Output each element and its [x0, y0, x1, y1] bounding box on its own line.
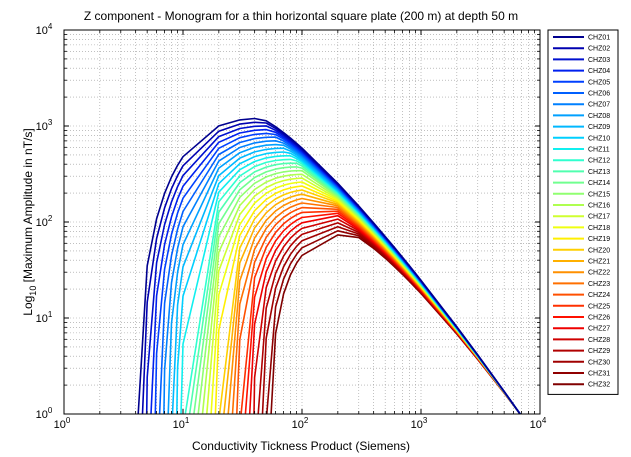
legend: CHZ01 CHZ02 CHZ03 CHZ04 CHZ05 CHZ06 CHZ07 CHZ08… — [547, 29, 619, 395]
x-tick-exponent: 3 — [423, 416, 428, 425]
legend-item-label: CHZ28 — [588, 337, 610, 344]
y-axis-label-prefix: Log — [21, 296, 35, 316]
y-tick-exponent: 4 — [48, 22, 53, 31]
legend-item-label: CHZ31 — [588, 371, 610, 378]
x-tick-exponent: 0 — [66, 416, 71, 425]
y-tick-base: 10 — [36, 313, 48, 325]
x-tick-label: 102 — [292, 416, 309, 431]
x-tick-exponent: 2 — [304, 416, 309, 425]
legend-item-label: CHZ02 — [588, 46, 610, 53]
legend-item-label: CHZ16 — [588, 203, 610, 210]
legend-item-label: CHZ09 — [588, 124, 610, 131]
legend-item-label: CHZ11 — [588, 147, 610, 154]
legend-item-label: CHZ32 — [588, 382, 610, 389]
y-tick-label: 101 — [36, 310, 53, 325]
legend-item-label: CHZ25 — [588, 303, 610, 310]
x-tick-label: 104 — [530, 416, 547, 431]
x-tick-base: 10 — [411, 419, 423, 431]
legend-item-label: CHZ06 — [588, 91, 610, 98]
y-axis-label-suffix: [Maximum Amplitude in nT/s] — [21, 128, 35, 285]
legend-item-label: CHZ23 — [588, 281, 610, 288]
legend-item-label: CHZ18 — [588, 225, 610, 232]
y-tick-exponent: 2 — [48, 214, 53, 223]
legend-item-label: CHZ30 — [588, 359, 610, 366]
legend-item-label: CHZ14 — [588, 180, 610, 187]
legend-item-label: CHZ20 — [588, 247, 610, 254]
legend-item-label: CHZ07 — [588, 102, 610, 109]
legend-item-label: CHZ24 — [588, 292, 610, 299]
legend-item-label: CHZ13 — [588, 169, 610, 176]
y-tick-base: 10 — [36, 217, 48, 229]
series-line-chz01 — [137, 117, 521, 415]
y-tick-exponent: 1 — [48, 310, 53, 319]
legend-item-label: CHZ03 — [588, 57, 610, 64]
y-axis-label: Log10 [Maximum Amplitude in nT/s] — [21, 128, 38, 315]
legend-item-label: CHZ12 — [588, 158, 610, 165]
legend-box — [547, 29, 619, 395]
series-lines — [137, 117, 521, 415]
legend-item-label: CHZ21 — [588, 259, 610, 266]
y-axis-label-subscript: 10 — [28, 286, 38, 296]
legend-item-label: CHZ26 — [588, 315, 610, 322]
y-tick-exponent: 3 — [48, 118, 53, 127]
legend-item-label: CHZ22 — [588, 270, 610, 277]
x-tick-base: 10 — [292, 419, 304, 431]
legend-item-label: CHZ17 — [588, 214, 610, 221]
x-tick-label: 100 — [54, 416, 71, 431]
legend-item-label: CHZ15 — [588, 191, 610, 198]
x-axis-label: Conductivity Tickness Product (Siemens) — [192, 439, 410, 453]
y-tick-label: 103 — [36, 118, 53, 133]
y-tick-base: 10 — [36, 121, 48, 133]
x-tick-label: 103 — [411, 416, 428, 431]
legend-item-label: CHZ08 — [588, 113, 610, 120]
y-tick-label: 100 — [36, 406, 53, 421]
y-tick-label: 102 — [36, 214, 53, 229]
x-tick-base: 10 — [54, 419, 66, 431]
x-tick-base: 10 — [173, 419, 185, 431]
y-tick-base: 10 — [36, 25, 48, 37]
legend-item-label: CHZ27 — [588, 326, 610, 333]
x-tick-exponent: 4 — [542, 416, 547, 425]
chart-title: Z component - Monogram for a thin horizo… — [84, 9, 518, 23]
y-tick-exponent: 0 — [48, 406, 53, 415]
y-tick-label: 104 — [36, 22, 53, 37]
x-tick-base: 10 — [530, 419, 542, 431]
x-tick-exponent: 1 — [185, 416, 190, 425]
legend-item-label: CHZ04 — [588, 68, 610, 75]
legend-item-label: CHZ01 — [588, 35, 610, 42]
legend-item-label: CHZ05 — [588, 79, 610, 86]
legend-item-label: CHZ10 — [588, 135, 610, 142]
y-tick-base: 10 — [36, 409, 48, 421]
x-tick-label: 101 — [173, 416, 190, 431]
legend-item-label: CHZ19 — [588, 236, 610, 243]
legend-item-label: CHZ29 — [588, 348, 610, 355]
